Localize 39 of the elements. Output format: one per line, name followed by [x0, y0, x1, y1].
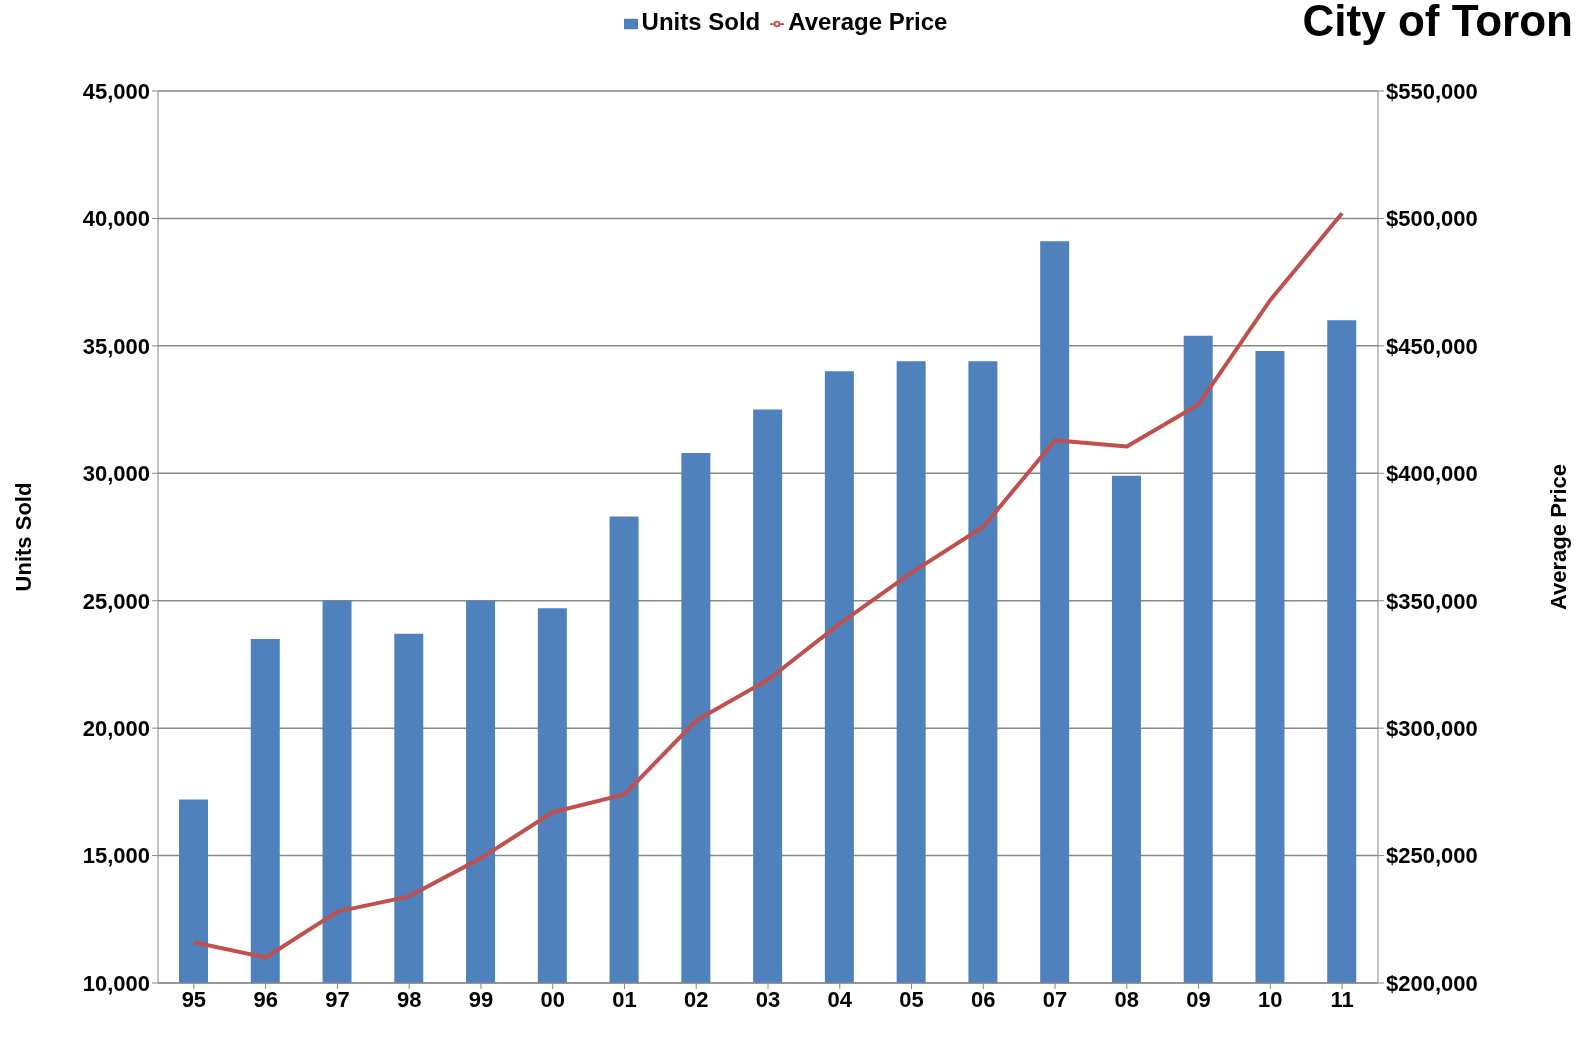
- x-tick-label: 01: [612, 986, 637, 1012]
- legend-label: Units Sold: [641, 8, 761, 35]
- y2-tick-label: $200,000: [1386, 970, 1478, 996]
- x-tick-label: 05: [899, 986, 924, 1012]
- y-tick-label: 15,000: [82, 843, 150, 869]
- x-tick-label: 97: [325, 986, 350, 1012]
- x-tick-label: 09: [1186, 986, 1211, 1012]
- y2-tick-label: $500,000: [1386, 206, 1478, 232]
- chart-title: City of Toron: [1302, 0, 1573, 46]
- y2-tick-label: $400,000: [1386, 461, 1478, 487]
- y-tick-label: 40,000: [82, 206, 150, 232]
- x-tick-label: 04: [827, 986, 853, 1012]
- x-tick-label: 00: [540, 986, 565, 1012]
- x-tick-label: 02: [683, 986, 709, 1012]
- y2-tick-label: $550,000: [1386, 78, 1478, 104]
- y-tick-label: 25,000: [82, 588, 150, 614]
- x-tick-label: 95: [181, 986, 207, 1012]
- y2-tick-label: $250,000: [1386, 843, 1478, 869]
- line-series: [191, 211, 1345, 960]
- y2-tick-label: $450,000: [1386, 333, 1478, 359]
- x-tick-label: 08: [1114, 986, 1140, 1012]
- y-tick-label: 10,000: [82, 970, 150, 996]
- x-tick-label: 07: [1042, 986, 1068, 1012]
- y-tick-label: 20,000: [82, 715, 150, 741]
- y2-tick-label: $350,000: [1386, 588, 1478, 614]
- y-tick-label: 45,000: [82, 78, 150, 104]
- x-tick-label: 10: [1258, 986, 1283, 1012]
- y-axis-title: Units Sold: [10, 482, 36, 592]
- x-tick-label: 11: [1330, 986, 1354, 1012]
- y-tick-label: 35,000: [82, 333, 150, 359]
- x-tick-label: 06: [971, 986, 996, 1012]
- x-tick-label: 03: [755, 986, 781, 1012]
- legend-label: Average Price: [788, 8, 948, 35]
- y-tick-label: 30,000: [82, 461, 150, 487]
- y2-tick-label: $300,000: [1386, 715, 1478, 741]
- y2-axis-title: Average Price: [1545, 464, 1571, 610]
- x-tick-label: 98: [396, 986, 422, 1012]
- x-tick-label: 96: [253, 986, 278, 1012]
- x-tick-label: 99: [468, 986, 494, 1012]
